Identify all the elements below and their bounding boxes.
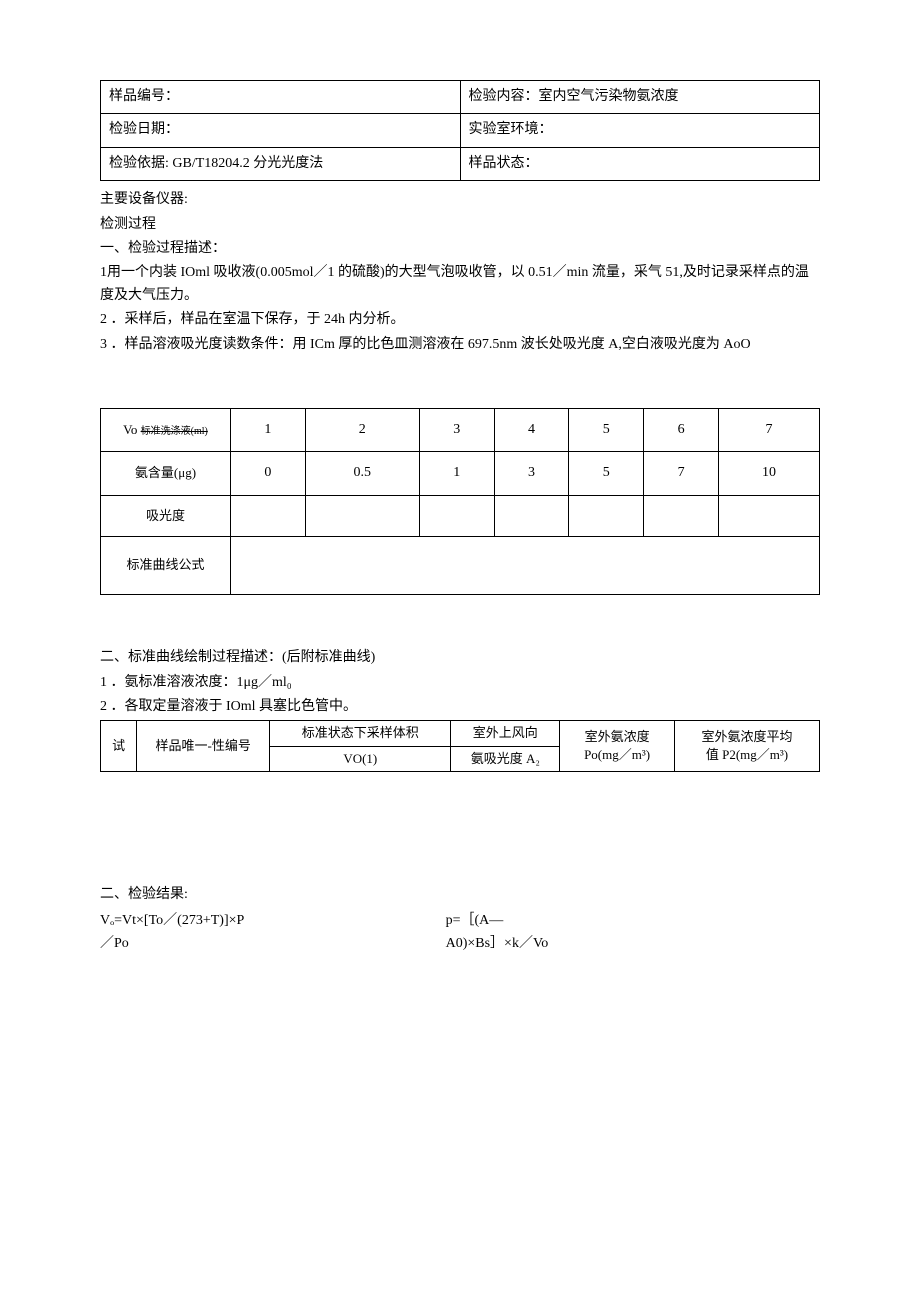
sample-number-cell: 样品编号： [101, 81, 461, 114]
lab-env-cell: 实验室环境： [460, 114, 820, 147]
res-c3b: 氨吸光度 A₂ [451, 746, 560, 771]
res-c4b: Po(mg／m³) [584, 747, 650, 762]
col-7: 7 [718, 408, 819, 451]
res-c3a: 室外上风向 [451, 721, 560, 746]
row2-label-cell: 氨含量(μg) [101, 452, 231, 495]
formula-left: Vₒ=Vt×[To／(273+T)]×P ／Po [100, 910, 446, 955]
res-c1a: 试 [101, 721, 137, 771]
res-c4: 室外氨浓度 Po(mg／m³) [560, 721, 675, 771]
inspection-basis-cell: 检验依据: GB/T18204.2 分光光度法 [101, 147, 461, 180]
formula1a: Vₒ=Vt×[To／(273+T)]×P [100, 910, 446, 932]
section3-title: 二、检验结果: [100, 884, 820, 906]
col-3: 3 [419, 408, 494, 451]
formula2a: p=［(A— [446, 910, 820, 932]
col-2: 2 [305, 408, 419, 451]
curve-formula-cell [231, 537, 820, 595]
row1-label-cell: Vo 标准洗涤液(ml) [101, 408, 231, 451]
sec2-step1: 1 ．氨标准溶液浓度：1μg／ml₀ [100, 672, 820, 694]
abs-3 [419, 495, 494, 537]
formula-row: Vₒ=Vt×[To／(273+T)]×P ／Po p=［(A— A0)×Bs］×… [100, 910, 820, 955]
val-5: 5 [569, 452, 644, 495]
formula2b: A0)×Bs］×k／Vo [446, 933, 820, 955]
results-table: 试 样品唯一-性编号 标准状态下采样体积 室外上风向 室外氨浓度 Po(mg／m… [100, 720, 820, 771]
sec2-step2: 2 ．各取定量溶液于 IOml 具塞比色管中。 [100, 696, 820, 718]
process-label: 检测过程 [100, 214, 820, 236]
vo-prefix: Vo [123, 422, 137, 437]
abs-5 [569, 495, 644, 537]
res-c4a: 室外氨浓度 [585, 729, 650, 744]
val-7: 10 [718, 452, 819, 495]
abs-7 [718, 495, 819, 537]
step1-text: 1用一个内装 IOml 吸收液(0.005mol／1 的硫酸)的大型气泡吸收管，… [100, 262, 820, 307]
res-c5: 室外氨浓度平均 值 P2(mg／m³) [674, 721, 819, 771]
section2-title: 二、标准曲线绘制过程描述：(后附标准曲线) [100, 647, 820, 669]
step2-text: 2 ．采样后，样品在室温下保存，于 24h 内分析。 [100, 309, 820, 331]
col-1: 1 [231, 408, 306, 451]
res-c2b: VO(1) [270, 746, 451, 771]
val-6: 7 [644, 452, 719, 495]
header-info-table: 样品编号： 检验内容：室内空气污染物氨浓度 检验日期： 实验室环境： 检验依据:… [100, 80, 820, 181]
res-c2a: 标准状态下采样体积 [270, 721, 451, 746]
abs-4 [494, 495, 569, 537]
abs-2 [305, 495, 419, 537]
sample-status-cell: 样品状态： [460, 147, 820, 180]
res-c5b: 值 P2(mg／m³) [706, 747, 788, 762]
formula1b: ／Po [100, 933, 446, 955]
val-3: 1 [419, 452, 494, 495]
val-4: 3 [494, 452, 569, 495]
inspection-content-cell: 检验内容：室内空气污染物氨浓度 [460, 81, 820, 114]
col-4: 4 [494, 408, 569, 451]
inspection-date-cell: 检验日期： [101, 114, 461, 147]
res-c1b: 样品唯一-性编号 [137, 721, 270, 771]
abs-1 [231, 495, 306, 537]
row3-label-cell: 吸光度 [101, 495, 231, 537]
row4-label-cell: 标准曲线公式 [101, 537, 231, 595]
section1-title: 一、检验过程描述： [100, 238, 820, 260]
col-6: 6 [644, 408, 719, 451]
standard-curve-table: Vo 标准洗涤液(ml) 1 2 3 4 5 6 7 氨含量(μg) 0 0.5… [100, 408, 820, 595]
formula-right: p=［(A— A0)×Bs］×k／Vo [446, 910, 820, 955]
val-2: 0.5 [305, 452, 419, 495]
val-1: 0 [231, 452, 306, 495]
equipment-label: 主要设备仪器: [100, 189, 820, 211]
row1-label: 标准洗涤液(ml) [141, 426, 208, 437]
abs-6 [644, 495, 719, 537]
step3-text: 3 ．样品溶液吸光度读数条件：用 ICm 厚的比色皿测溶液在 697.5nm 波… [100, 334, 820, 356]
col-5: 5 [569, 408, 644, 451]
res-c5a: 室外氨浓度平均 [701, 729, 792, 744]
